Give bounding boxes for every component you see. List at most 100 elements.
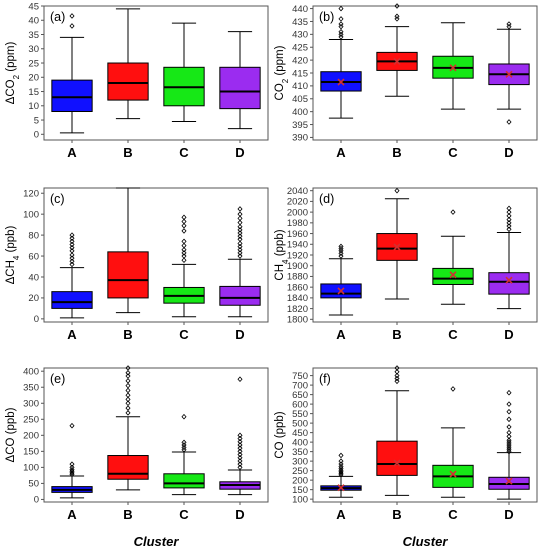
- y-tick-label: 450: [292, 428, 308, 439]
- outlier-point: [237, 233, 243, 239]
- y-tick-label: 25: [28, 58, 39, 69]
- outlier-point: [125, 365, 131, 371]
- box-iqr: [219, 285, 261, 306]
- outlier-point: [237, 454, 243, 461]
- y-tick-label: 400: [23, 367, 39, 378]
- outlier-point: [69, 13, 75, 19]
- x-tick-label: D: [504, 507, 513, 522]
- outlier-point: [125, 405, 131, 411]
- x-tick-label: D: [235, 327, 244, 342]
- outlier-point: [338, 5, 344, 12]
- box-A: A: [320, 5, 362, 160]
- box-iqr: [107, 251, 149, 299]
- outlier-point: [506, 433, 512, 440]
- y-tick-label: 20: [28, 73, 39, 84]
- outlier-point: [450, 386, 456, 392]
- x-tick-label: B: [123, 327, 132, 342]
- x-tick-label: A: [336, 327, 346, 342]
- mean-marker: [505, 477, 513, 485]
- outlier-point: [394, 369, 400, 375]
- y-tick-label: 350: [23, 383, 39, 394]
- box-iqr: [107, 62, 149, 101]
- outlier-point: [181, 446, 187, 453]
- x-tick-label: B: [392, 327, 401, 342]
- y-tick-label: 250: [23, 415, 39, 426]
- y-tick-label: 650: [292, 390, 308, 401]
- panel-label: (b): [319, 10, 334, 24]
- y-tick-label: 1860: [287, 282, 308, 293]
- panel-f: 1001502002503003504004505005506006507007…: [274, 365, 538, 522]
- box-C: C: [432, 386, 474, 522]
- box-C: C: [163, 413, 205, 522]
- x-axis-label: Cluster: [134, 534, 180, 549]
- x-tick-label: B: [392, 507, 401, 522]
- outlier-point: [237, 206, 243, 212]
- outlier-point: [506, 437, 512, 444]
- y-tick-label: 2020: [287, 197, 308, 208]
- x-tick-label: C: [179, 507, 189, 522]
- y-tick-label: 10: [28, 101, 39, 112]
- outlier-point: [69, 23, 75, 29]
- panel-label: (c): [50, 192, 65, 206]
- outlier-point: [506, 226, 512, 233]
- box-D: D: [219, 376, 261, 522]
- outlier-point: [69, 244, 75, 251]
- panel-label: (f): [319, 372, 331, 386]
- x-tick-label: C: [179, 327, 189, 342]
- panel-label: (a): [50, 10, 65, 24]
- outlier-point: [338, 23, 344, 30]
- box-C: C: [432, 22, 474, 160]
- panel-a: 0 5 10 15 20 25 30 35 40 45 ΔCO2 (ppm) (a) A B C D: [5, 1, 269, 160]
- mean-marker-stroke: [337, 78, 345, 86]
- mean-marker-stroke: [449, 271, 457, 279]
- y-tick-label: 20: [28, 293, 39, 304]
- y-tick-label: 500: [292, 418, 308, 429]
- outlier-point: [237, 461, 243, 467]
- box-D: D: [219, 31, 261, 160]
- box-C: C: [432, 209, 474, 342]
- y-tick-label: 420: [292, 55, 308, 66]
- outlier-point: [338, 250, 344, 257]
- outlier-point: [69, 422, 75, 429]
- mean-marker: [393, 243, 401, 251]
- mean-marker: [337, 484, 345, 492]
- outlier-point: [237, 250, 243, 256]
- outlier-point: [125, 370, 131, 376]
- outlier-point: [237, 227, 243, 233]
- box-D: D: [488, 389, 530, 522]
- y-tick-label: 2000: [287, 207, 308, 218]
- mean-marker-stroke: [393, 57, 401, 65]
- box-B: B: [376, 3, 418, 160]
- mean-marker: [393, 459, 401, 467]
- box-A: A: [51, 422, 93, 522]
- outlier-point: [338, 16, 344, 22]
- box-iqr: [432, 267, 474, 285]
- outlier-point: [69, 252, 75, 258]
- plot-frame: [312, 187, 538, 323]
- box-iqr: [51, 79, 93, 112]
- outlier-point: [125, 378, 131, 384]
- mean-marker-stroke: [449, 64, 457, 72]
- y-tick-label: 395: [292, 120, 308, 131]
- outlier-point: [69, 464, 75, 471]
- y-tick-label: 15: [28, 87, 39, 98]
- y-tick-label: 2040: [287, 186, 308, 197]
- outlier-point: [181, 222, 187, 229]
- y-tick-label: 50: [28, 479, 39, 490]
- box-B: B: [107, 187, 149, 342]
- x-tick-label: A: [336, 145, 346, 160]
- outlier-point: [237, 230, 243, 236]
- outlier-point: [181, 257, 187, 264]
- box-B: B: [376, 187, 418, 342]
- outlier-point: [338, 21, 344, 27]
- outlier-point: [237, 451, 243, 458]
- outlier-point: [506, 21, 512, 27]
- outlier-point: [125, 392, 131, 399]
- outlier-point: [338, 28, 344, 35]
- panel-label: (d): [319, 192, 334, 206]
- plot-frame: [43, 367, 269, 503]
- outlier-point: [506, 23, 512, 30]
- y-tick-label: 250: [292, 466, 308, 477]
- mean-marker-stroke: [337, 287, 345, 295]
